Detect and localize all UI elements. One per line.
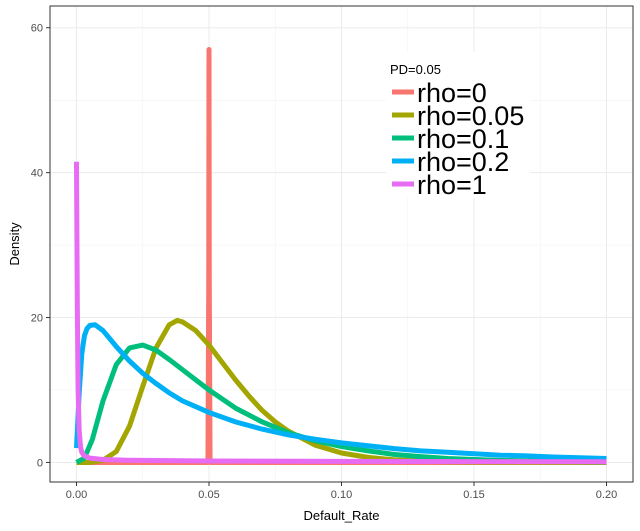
y-tick-label: 20 (31, 313, 43, 325)
legend-title: PD=0.05 (390, 62, 441, 77)
x-axis: 0.00 0.05 0.10 0.15 0.20 (66, 482, 617, 501)
x-tick-label: 0.00 (66, 489, 87, 501)
series-line-rho-1 (74, 161, 607, 465)
x-tick-label: 0.20 (596, 489, 617, 501)
x-tick-label: 0.05 (198, 489, 219, 501)
x-tick-label: 0.10 (331, 489, 352, 501)
y-tick-label: 0 (37, 457, 43, 469)
x-axis-title: Default_Rate (304, 508, 380, 523)
series-line-rho-0-1 (75, 342, 607, 465)
legend-label-rho-1: rho=1 (417, 170, 487, 200)
y-axis-title: Density (7, 222, 22, 266)
x-tick-label: 0.15 (463, 489, 484, 501)
plot-panel (49, 5, 634, 483)
series-line-rho-0-2 (74, 322, 607, 461)
y-tick-label: 40 (31, 168, 43, 180)
legend-background (386, 52, 530, 198)
legend-label-rho-0-2: rho=0.2 (417, 147, 509, 177)
legend-label-rho-0: rho=0 (417, 78, 487, 108)
y-axis: 0 20 40 60 (31, 23, 50, 469)
y-tick-label: 60 (31, 23, 43, 35)
legend-label-rho-0-1: rho=0.1 (417, 124, 509, 154)
legend-label-rho-0-05: rho=0.05 (417, 101, 524, 131)
series-layer (74, 46, 607, 465)
